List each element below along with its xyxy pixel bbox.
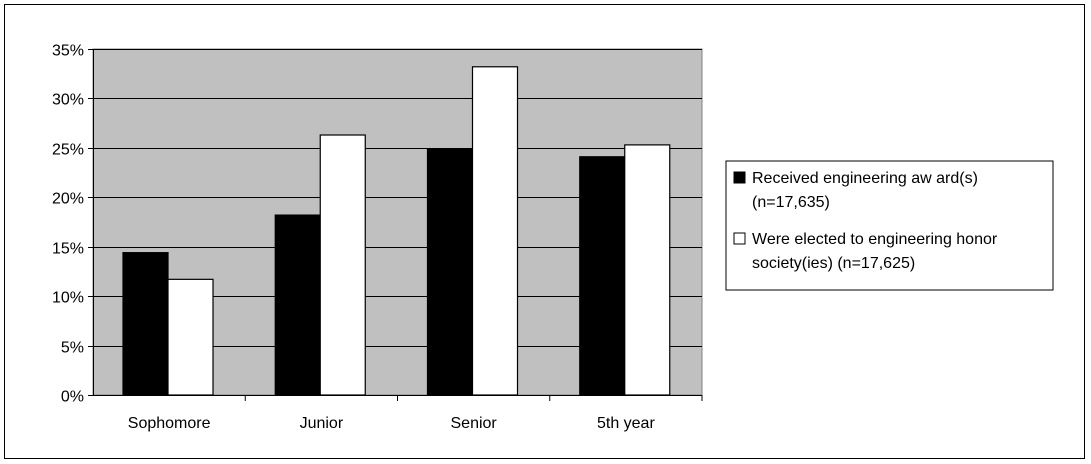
x-tick-label: Sophomore xyxy=(128,415,211,432)
bar-series-2 xyxy=(471,66,519,396)
y-tick-label: 20% xyxy=(52,191,84,208)
y-tick-label: 25% xyxy=(52,142,84,159)
legend-label: Received engineering aw ard(s) xyxy=(752,170,978,187)
bar-series-1 xyxy=(122,252,169,396)
y-tick-label: 0% xyxy=(61,389,84,406)
legend-swatch xyxy=(733,232,746,245)
bar-series-1 xyxy=(579,156,626,396)
x-tick-label: Junior xyxy=(300,415,344,432)
bar-series-2 xyxy=(319,134,366,396)
y-tick-label: 30% xyxy=(52,92,84,109)
legend-label: society(ies) (n=17,625) xyxy=(752,255,915,272)
legend-box xyxy=(725,160,1054,291)
bar-series-2 xyxy=(167,278,214,396)
bar-series-1 xyxy=(274,214,321,396)
y-tick-label: 10% xyxy=(52,290,84,307)
legend-label: (n=17,635) xyxy=(752,194,830,211)
bar-series-2 xyxy=(624,144,671,396)
y-tick-label: 5% xyxy=(61,340,84,357)
x-tick-label: Senior xyxy=(451,415,498,432)
legend-label: Were elected to engineering honor xyxy=(752,231,998,248)
y-tick-label: 15% xyxy=(52,241,84,258)
y-tick-label: 35% xyxy=(52,43,84,60)
x-tick-label: 5th year xyxy=(597,415,655,432)
legend-swatch xyxy=(733,171,746,184)
bar-series-1 xyxy=(426,148,474,396)
